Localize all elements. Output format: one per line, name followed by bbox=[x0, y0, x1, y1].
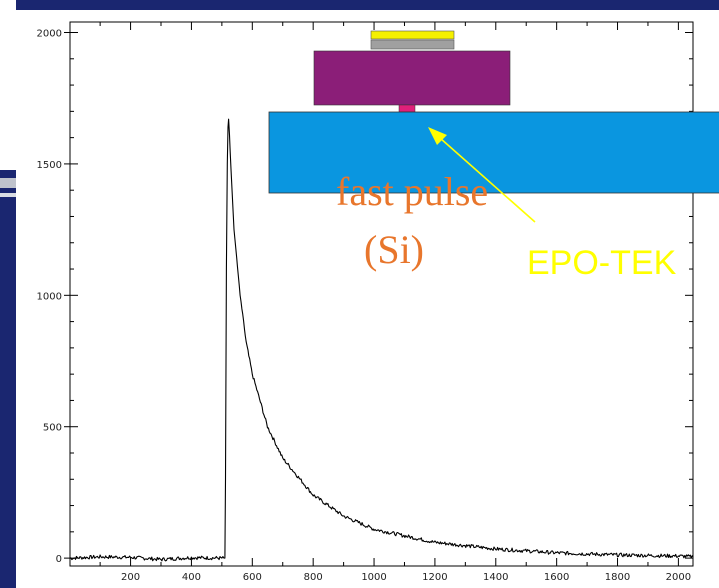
y-tick-label: 0 bbox=[56, 554, 62, 565]
y-tick-label: 1000 bbox=[37, 291, 62, 302]
blue-detector bbox=[268, 111, 719, 194]
magenta-contact bbox=[398, 104, 416, 113]
x-tick-label: 600 bbox=[243, 572, 262, 583]
y-tick-label: 2000 bbox=[37, 29, 62, 40]
purple-block bbox=[313, 50, 511, 106]
x-tick-label: 2000 bbox=[666, 572, 691, 583]
tick-labels: 200 400 600 800 1000 1200 1400 1600 1800 2000 0 500… bbox=[37, 29, 692, 583]
x-tick-label: 1400 bbox=[483, 572, 508, 583]
signal-trace bbox=[69, 118, 694, 562]
y-tick-label: 500 bbox=[43, 423, 62, 434]
top-layer-yellow bbox=[370, 30, 455, 40]
si-label: (Si) bbox=[364, 227, 424, 272]
x-tick-label: 200 bbox=[121, 572, 140, 583]
x-tick-label: 1000 bbox=[361, 572, 386, 583]
plot-frame bbox=[69, 21, 694, 567]
plot-background bbox=[16, 10, 719, 588]
fast-pulse-label: fast pulse bbox=[336, 169, 489, 214]
x-tick-label: 1600 bbox=[544, 572, 569, 583]
epo-tek-label: EPO-TEK bbox=[527, 244, 677, 282]
x-tick-label: 400 bbox=[182, 572, 201, 583]
x-tick-label: 1800 bbox=[605, 572, 630, 583]
x-tick-label: 800 bbox=[304, 572, 323, 583]
y-tick-label: 1500 bbox=[37, 160, 62, 171]
x-tick-label: 1200 bbox=[422, 572, 447, 583]
epo-tek-arrowhead bbox=[428, 127, 447, 145]
top-layer-gray bbox=[370, 39, 455, 50]
slide-left-panel bbox=[0, 0, 16, 170]
epo-tek-arrow bbox=[439, 137, 536, 223]
